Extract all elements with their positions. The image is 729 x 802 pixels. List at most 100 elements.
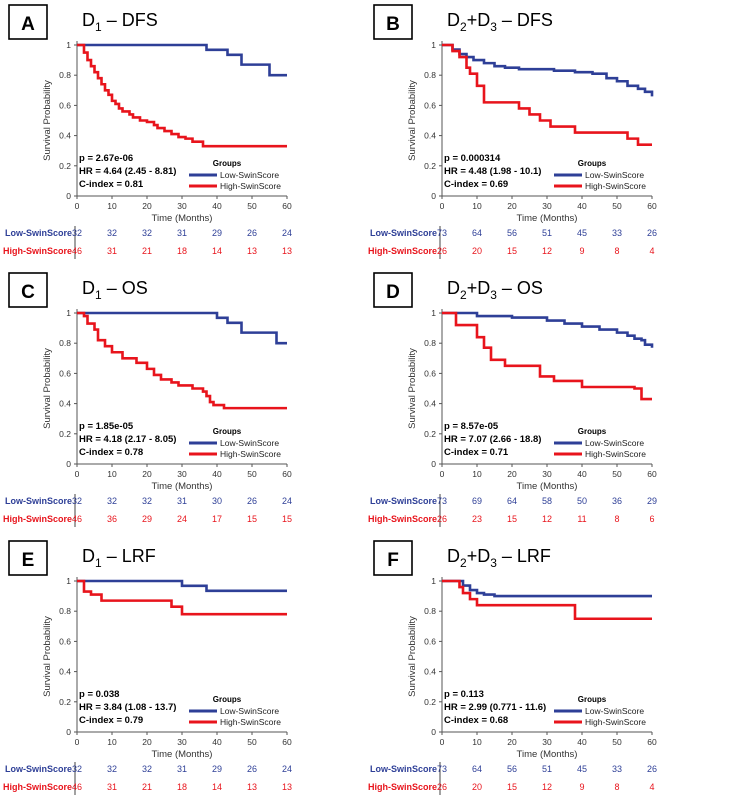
risk-count-low: 32 bbox=[107, 764, 117, 774]
panel-title: D2+D3 – LRF bbox=[447, 546, 551, 570]
y-tick-label: 1 bbox=[66, 576, 71, 586]
y-tick-label: 1 bbox=[431, 576, 436, 586]
y-tick-label: 0 bbox=[66, 727, 71, 737]
legend-title: Groups bbox=[213, 159, 242, 168]
p-value: p = 0.000314 bbox=[444, 153, 501, 164]
risk-count-high: 4 bbox=[649, 246, 654, 256]
panel-letter: E bbox=[22, 550, 35, 571]
panel-letter: A bbox=[21, 14, 35, 35]
panel-letter: F bbox=[387, 550, 399, 571]
risk-count-high: 29 bbox=[142, 514, 152, 524]
x-tick-label: 0 bbox=[75, 737, 80, 747]
risk-label-high: High-SwinScore bbox=[3, 514, 72, 524]
x-tick-label: 30 bbox=[542, 201, 552, 211]
x-tick-label: 20 bbox=[142, 201, 152, 211]
y-tick-label: 0.8 bbox=[59, 70, 71, 80]
risk-label-low: Low-SwinScore bbox=[370, 228, 437, 238]
risk-count-low: 24 bbox=[282, 228, 292, 238]
x-tick-label: 30 bbox=[177, 737, 187, 747]
risk-count-low: 32 bbox=[142, 496, 152, 506]
x-tick-label: 50 bbox=[612, 469, 622, 479]
y-tick-label: 0.6 bbox=[424, 636, 436, 646]
panel-letter-box bbox=[373, 4, 413, 40]
risk-count-low: 51 bbox=[542, 228, 552, 238]
title-subscript: 1 bbox=[95, 556, 102, 570]
risk-count-low: 26 bbox=[647, 764, 657, 774]
risk-count-high: 11 bbox=[577, 514, 586, 524]
risk-count-low: 31 bbox=[177, 764, 187, 774]
x-tick-label: 60 bbox=[647, 201, 657, 211]
panel-title: D2+D3 – OS bbox=[447, 278, 543, 302]
x-tick-label: 50 bbox=[247, 469, 257, 479]
panel-letter-box bbox=[373, 540, 413, 576]
risk-count-low: 31 bbox=[177, 228, 187, 238]
y-tick-label: 0.8 bbox=[424, 338, 436, 348]
risk-count-high: 26 bbox=[437, 514, 447, 524]
title-subscript: 2 bbox=[460, 20, 467, 34]
legend-label-high: High-SwinScore bbox=[585, 449, 646, 459]
panel-letter-box bbox=[8, 540, 48, 576]
risk-count-low: 32 bbox=[142, 764, 152, 774]
y-tick-label: 0.8 bbox=[424, 606, 436, 616]
risk-count-high: 12 bbox=[542, 246, 552, 256]
x-tick-label: 60 bbox=[282, 737, 292, 747]
x-tick-label: 60 bbox=[282, 201, 292, 211]
x-axis-label: Time (Months) bbox=[152, 213, 213, 224]
risk-count-high: 13 bbox=[247, 246, 257, 256]
risk-count-high: 15 bbox=[507, 246, 517, 256]
risk-count-high: 23 bbox=[472, 514, 482, 524]
hazard-ratio: HR = 2.99 (0.771 - 11.6) bbox=[444, 702, 546, 713]
x-tick-label: 20 bbox=[507, 469, 517, 479]
x-tick-label: 40 bbox=[212, 201, 222, 211]
risk-count-low: 30 bbox=[212, 496, 222, 506]
y-tick-label: 0 bbox=[431, 727, 436, 737]
legend-label-high: High-SwinScore bbox=[220, 449, 281, 459]
x-tick-label: 0 bbox=[440, 201, 445, 211]
risk-count-high: 18 bbox=[177, 782, 187, 792]
y-axis-label: Survival Probability bbox=[407, 616, 418, 697]
y-tick-label: 0.8 bbox=[59, 338, 71, 348]
risk-count-low: 73 bbox=[437, 764, 447, 774]
risk-label-high: High-SwinScore bbox=[368, 782, 437, 792]
km-curve-low bbox=[77, 311, 287, 345]
risk-count-low: 33 bbox=[612, 228, 622, 238]
legend-label-low: Low-SwinScore bbox=[585, 170, 644, 180]
x-tick-label: 10 bbox=[472, 469, 482, 479]
y-tick-label: 0.8 bbox=[59, 606, 71, 616]
legend-label-low: Low-SwinScore bbox=[220, 438, 279, 448]
risk-count-low: 29 bbox=[212, 764, 222, 774]
panel-letter-box bbox=[8, 272, 48, 308]
risk-count-high: 13 bbox=[247, 782, 257, 792]
title-part: – LRF bbox=[102, 546, 156, 566]
x-tick-label: 40 bbox=[212, 469, 222, 479]
x-tick-label: 30 bbox=[177, 469, 187, 479]
legend-label-high: High-SwinScore bbox=[220, 181, 281, 191]
risk-count-high: 15 bbox=[507, 514, 517, 524]
risk-label-high: High-SwinScore bbox=[3, 782, 72, 792]
risk-count-high: 9 bbox=[579, 246, 584, 256]
risk-count-high: 31 bbox=[107, 246, 117, 256]
risk-count-low: 32 bbox=[72, 764, 82, 774]
y-tick-label: 0.4 bbox=[424, 399, 436, 409]
km-curve-low bbox=[77, 43, 287, 77]
p-value: p = 8.57e-05 bbox=[444, 421, 499, 432]
x-tick-label: 40 bbox=[577, 469, 587, 479]
title-part: – OS bbox=[102, 278, 148, 298]
panel-title: D1 – LRF bbox=[82, 546, 156, 570]
y-tick-label: 0.8 bbox=[424, 70, 436, 80]
title-part: D bbox=[447, 10, 460, 30]
km-curve-high bbox=[442, 43, 652, 146]
y-tick-label: 0 bbox=[66, 191, 71, 201]
risk-count-low: 56 bbox=[507, 228, 517, 238]
x-axis-label: Time (Months) bbox=[517, 481, 578, 492]
y-tick-label: 0.2 bbox=[424, 697, 436, 707]
title-subscript: 3 bbox=[490, 556, 497, 570]
p-value: p = 2.67e-06 bbox=[79, 153, 133, 164]
x-tick-label: 10 bbox=[472, 737, 482, 747]
km-curve-high bbox=[77, 579, 287, 616]
risk-label-low: Low-SwinScore bbox=[370, 764, 437, 774]
c-index: C-index = 0.81 bbox=[79, 179, 144, 190]
